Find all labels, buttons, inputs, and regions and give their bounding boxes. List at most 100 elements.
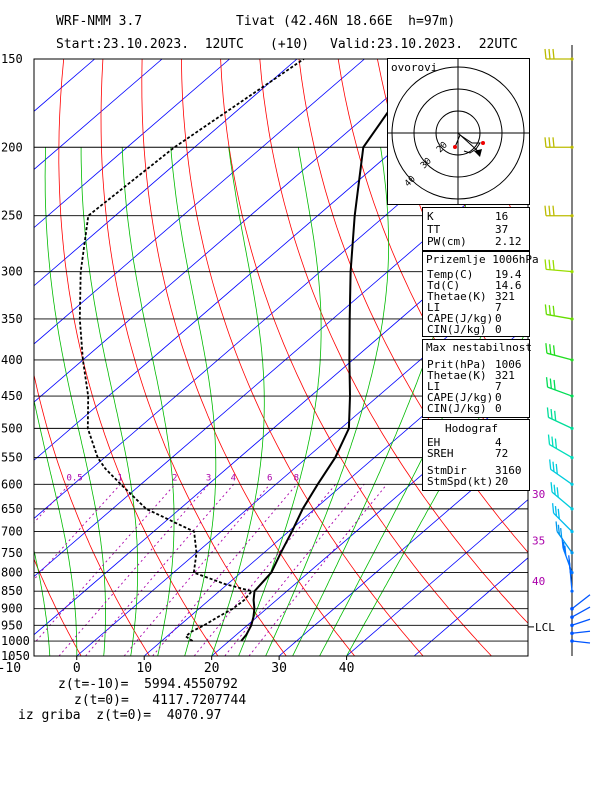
temp-tick-label: 30 (271, 661, 287, 676)
hodograf-value: 72 (495, 447, 509, 460)
isotherm-line (211, 382, 528, 656)
dewpoint-profile (78, 59, 305, 642)
wind-barb-feather (552, 305, 555, 316)
wind-barb-feather (564, 545, 567, 556)
wind-barb-dot (570, 270, 574, 274)
wind-barb-staff (571, 618, 591, 626)
wind-barb (570, 594, 591, 611)
wind-barb-feather (544, 205, 547, 216)
pressure-tick-label: 300 (1, 265, 23, 279)
wind-barb (570, 639, 591, 644)
wind-barb-feather (548, 137, 551, 148)
wind-barb-dot (570, 358, 574, 362)
ring-label: 30 (419, 156, 434, 171)
wind-barb (545, 377, 574, 398)
pressure-tick-label: 500 (1, 421, 23, 435)
pressure-tick-label: 1050 (1, 649, 30, 663)
pressure-tick-label: 900 (1, 602, 23, 616)
temperature-profile (240, 59, 427, 642)
temp-tick-label: 20 (204, 661, 220, 676)
surface-value: 14.6 (495, 279, 522, 292)
dry-adiabat-line (574, 59, 600, 656)
wind-barb (568, 555, 574, 593)
surface-label: Temp(C) (427, 268, 474, 281)
wind-barb-dot (570, 530, 574, 534)
wind-barb-dot (570, 589, 574, 593)
wind-barb-dot (570, 623, 574, 628)
moist-adiabat-line (346, 327, 528, 656)
pressure-tick-label: 250 (1, 209, 23, 223)
model-title: WRF-NMM 3.7 (56, 14, 143, 29)
wind-barb-dot (570, 57, 574, 61)
pressure-tick-label: 950 (1, 618, 23, 632)
wind-barb-staff (571, 640, 591, 644)
wind-barb-feather (560, 527, 563, 539)
wind-barb-feather (557, 524, 561, 535)
wind-barb-feather (557, 508, 560, 519)
hodograf-label: StmDir (427, 464, 467, 477)
wind-barb-feather (548, 305, 551, 316)
wind-barb-feather (553, 379, 556, 390)
max-unstable-panel: Max nestabilnost Prit(hPa) 1006 Thetae(K… (422, 339, 532, 418)
wind-barb (570, 606, 591, 619)
isotherm-line (34, 59, 230, 229)
pressure-tick-label: 350 (1, 312, 23, 326)
wind-barbs: 30 35 40 LCL (528, 45, 591, 656)
wind-barb-feather (548, 259, 551, 270)
index-label: PW(cm) (427, 235, 467, 248)
wind-barb (570, 630, 591, 636)
wind-barb-feather (555, 521, 558, 532)
wind-barb-feather (553, 484, 556, 495)
max-unstable-value: 0 (495, 391, 502, 404)
max-unstable-title: Max nestabilnost (426, 341, 532, 354)
max-unstable-label: CAPE(J/kg) (427, 391, 494, 404)
pressure-tick-label: 1000 (1, 634, 30, 648)
wind-barb-dot (570, 507, 574, 511)
wind-barb (555, 521, 574, 555)
max-unstable-value: 321 (495, 369, 515, 382)
wind-barb-staff (546, 268, 573, 273)
mixing-ratio-line (123, 484, 271, 656)
wind-barb-staff (556, 531, 573, 554)
wind-barb-feather (544, 48, 547, 60)
hodograf-value: 20 (495, 475, 509, 488)
mixing-ratio-line (152, 484, 298, 656)
mixing-ratio-line (58, 484, 210, 656)
wind-barb-feather (549, 344, 552, 355)
isotherm-line (34, 59, 298, 287)
start-time: Start:23.10.2023. 12UTC (56, 37, 244, 52)
wind-barb-dot (570, 639, 574, 643)
wind-speed-label: 40 (532, 575, 545, 588)
wind-barb-dot (570, 606, 574, 611)
pressure-tick-label: 550 (1, 451, 23, 465)
max-unstable-label: Prit(hPa) (427, 358, 487, 371)
hodograph-panel: ovorovi 20 30 40 (387, 58, 530, 205)
isotherm-line (34, 59, 433, 403)
wind-barb-dot (570, 482, 574, 486)
wind-barb-feather (544, 304, 548, 315)
hodograf-label: SREH (427, 447, 454, 460)
mixing-ratio-label: 1 (117, 473, 122, 483)
wind-barb-feather (547, 434, 551, 445)
wind-barb-staff (553, 512, 573, 533)
wind-barb-feather (552, 137, 555, 148)
hodograph-trace (454, 134, 481, 154)
wind-barb-staff (571, 630, 591, 634)
wind-speed-label: 35 (532, 535, 545, 548)
wind-barb-staff (571, 594, 591, 610)
surface-label: Td(C) (427, 279, 461, 292)
pressure-tick-label: 650 (1, 502, 23, 516)
wind-barb-feather (550, 409, 553, 420)
pressure-tick-label: 800 (1, 566, 23, 580)
surface-value: 0 (495, 323, 502, 336)
wind-barb-staff (551, 491, 573, 510)
hodograf-title: Hodograf (445, 422, 498, 435)
wind-barb (551, 503, 574, 534)
pressure-tick-label: 850 (1, 584, 23, 598)
mixing-ratio-line (248, 484, 388, 656)
indices-panel: K 16 TT 37 PW(cm) 2.12 (422, 207, 530, 251)
wind-barb-feather (562, 541, 566, 552)
max-unstable-label: CIN(J/kg) (427, 402, 487, 415)
wind-barb-staff (549, 444, 573, 459)
wind-barb-feather (554, 505, 558, 517)
